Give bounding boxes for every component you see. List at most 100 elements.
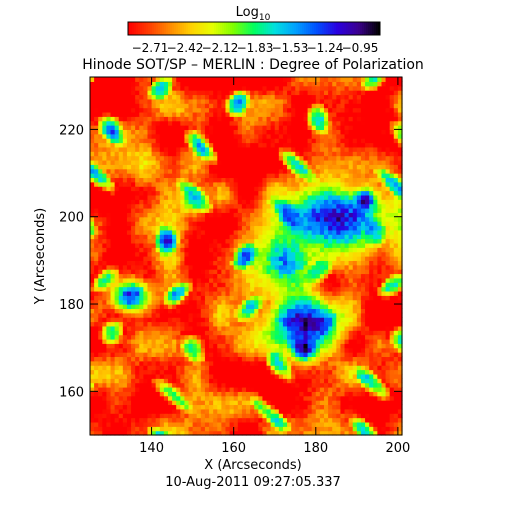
heatmap-cell (98, 430, 103, 436)
heatmap-cell (217, 225, 222, 231)
colorbar-cell (274, 22, 277, 35)
heatmap-cell (168, 325, 173, 331)
heatmap-cell (270, 391, 276, 397)
heatmap-cell (172, 251, 177, 257)
heatmap-cell (266, 430, 272, 436)
colorbar-cell (264, 22, 267, 35)
heatmap-cell (180, 229, 186, 235)
heatmap-cell (180, 308, 186, 314)
heatmap-cell (159, 256, 165, 261)
heatmap-cell (332, 242, 337, 248)
heatmap-cell (225, 404, 231, 410)
heatmap-cell (139, 347, 144, 353)
heatmap-cell (299, 426, 305, 432)
heatmap-cell (278, 282, 284, 288)
heatmap-cell (221, 408, 227, 414)
heatmap-cell (246, 365, 251, 371)
heatmap-cell (155, 221, 161, 227)
heatmap-cell (332, 413, 337, 419)
heatmap-cell (274, 369, 280, 375)
heatmap-cell (381, 325, 387, 331)
heatmap-cell (135, 312, 140, 318)
heatmap-cell (192, 430, 198, 436)
heatmap-cell (336, 155, 342, 161)
heatmap-cell (299, 269, 305, 275)
heatmap-cell (360, 295, 366, 301)
heatmap-cell (180, 207, 186, 213)
heatmap-cell (319, 247, 325, 253)
heatmap-cell (303, 360, 309, 366)
heatmap-cell (110, 225, 116, 231)
heatmap-cell (221, 273, 227, 279)
heatmap-cell (139, 247, 144, 253)
heatmap-cell (122, 347, 128, 353)
heatmap-cell (266, 225, 272, 231)
heatmap-cell (344, 242, 350, 248)
heatmap-cell (225, 299, 231, 305)
heatmap-cell (172, 234, 177, 240)
heatmap-cell (315, 155, 321, 161)
colorbar-cell (324, 22, 327, 35)
heatmap-cell (258, 229, 264, 235)
heatmap-cell (385, 426, 391, 432)
heatmap-cell (250, 321, 255, 327)
heatmap-cell (184, 194, 190, 200)
heatmap-cell (393, 207, 399, 213)
heatmap-cell (237, 325, 243, 331)
heatmap-cell (377, 365, 383, 371)
colorbar-cell (166, 22, 169, 35)
colorbar-cell (358, 22, 361, 35)
heatmap-cell (176, 290, 181, 296)
heatmap-cell (389, 168, 395, 174)
heatmap-cell (176, 238, 181, 244)
heatmap-cell (270, 194, 276, 200)
heatmap-cell (122, 282, 128, 288)
heatmap-cell (377, 173, 383, 179)
heatmap-cell (258, 400, 264, 406)
heatmap-cell (204, 164, 210, 170)
heatmap-cell (139, 181, 144, 187)
heatmap-cell (373, 378, 378, 384)
heatmap-cell (229, 373, 235, 379)
heatmap-cell (315, 269, 321, 275)
heatmap-cell (213, 408, 218, 414)
heatmap-cell (340, 352, 346, 358)
heatmap-cell (295, 373, 300, 379)
heatmap-cell (303, 290, 309, 296)
heatmap-cell (200, 251, 206, 257)
heatmap-cell (356, 164, 362, 170)
heatmap-cell (135, 212, 140, 218)
heatmap-cell (348, 338, 354, 344)
colorbar-cell (134, 22, 137, 35)
heatmap-cell (373, 369, 378, 375)
heatmap-cell (155, 168, 161, 174)
heatmap-cell (155, 404, 161, 410)
heatmap-cell (221, 264, 227, 270)
heatmap-cell (188, 334, 194, 340)
heatmap-cell (135, 234, 140, 240)
heatmap-cell (250, 164, 255, 170)
heatmap-cell (110, 378, 116, 384)
heatmap-cell (135, 286, 140, 292)
heatmap-cell (90, 360, 95, 366)
heatmap-cell (278, 177, 284, 183)
heatmap-cell (217, 229, 222, 235)
colorbar-cell (260, 22, 263, 35)
heatmap-cell (348, 203, 354, 209)
heatmap-cell (324, 247, 329, 253)
heatmap-cell (340, 343, 346, 349)
heatmap-cell (192, 317, 198, 323)
heatmap-cell (229, 238, 235, 244)
heatmap-cell (287, 159, 292, 165)
heatmap-cell (352, 369, 358, 375)
heatmap-cell (188, 321, 194, 327)
heatmap-cell (336, 378, 342, 384)
heatmap-cell (196, 321, 202, 327)
heatmap-cell (299, 247, 305, 253)
heatmap-cell (344, 360, 350, 366)
heatmap-cell (278, 317, 284, 323)
heatmap-cell (114, 264, 120, 270)
heatmap-cell (250, 312, 255, 318)
heatmap-cell (225, 321, 231, 327)
heatmap-cell (254, 264, 259, 270)
